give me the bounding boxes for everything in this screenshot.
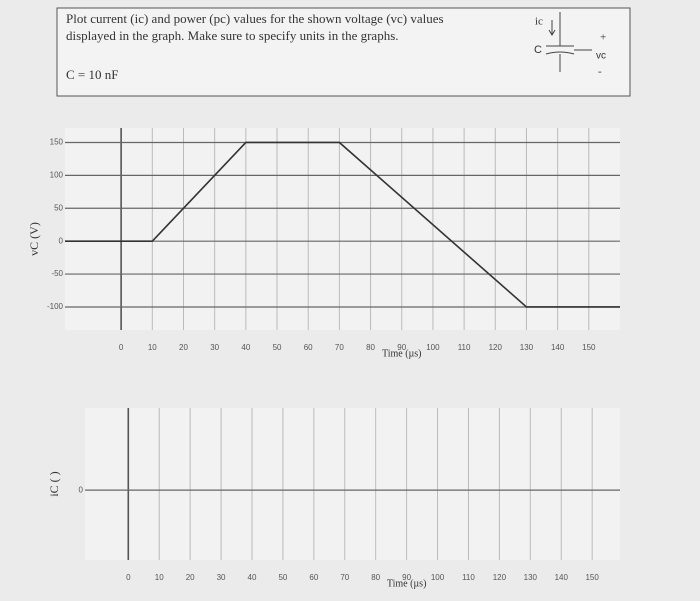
circuit-label: vc — [596, 51, 606, 62]
y-tick-label: 100 — [50, 170, 64, 179]
x-tick-label: 80 — [366, 343, 375, 352]
data-line — [65, 141, 620, 308]
x-tick-label: 20 — [186, 573, 195, 582]
x-tick-label: 130 — [524, 573, 538, 582]
circuit — [545, 12, 592, 72]
problem-box — [56, 7, 631, 97]
capacitance: C = 10 nF — [66, 67, 118, 82]
x-tick-label: 140 — [555, 573, 569, 582]
x-tick-label: 100 — [426, 343, 440, 352]
y-tick-label: 0 — [59, 236, 64, 245]
plate — [545, 51, 575, 55]
problem-line: Plot current (ic) and power (pc) values … — [66, 11, 444, 26]
x-tick-label: 150 — [582, 343, 596, 352]
x-tick-label: 30 — [217, 573, 226, 582]
x-tick-label: 100 — [431, 573, 445, 582]
x-tick-label: 130 — [520, 343, 534, 352]
x-tick-label: 90 — [397, 343, 406, 352]
x-tick-label: 120 — [489, 343, 503, 352]
circuit-label: + — [600, 32, 606, 44]
x-tick-label: 80 — [371, 573, 380, 582]
x-tick-label: 0 — [119, 343, 124, 352]
x-tick-label: 60 — [309, 573, 318, 582]
y-tick-label: -50 — [51, 269, 63, 278]
x-tick-label: 10 — [148, 343, 157, 352]
x-tick-label: 110 — [462, 573, 475, 582]
x-tick-label: 50 — [273, 343, 282, 352]
x-tick-label: 10 — [155, 573, 164, 582]
x-axis-label: Time (µs) — [382, 348, 422, 359]
x-tick-label: 90 — [402, 573, 411, 582]
plot-area — [65, 128, 620, 330]
y-tick-label: -100 — [47, 302, 64, 311]
x-tick-label: 120 — [493, 573, 507, 582]
arrow-head — [548, 29, 556, 36]
x-tick-label: 70 — [340, 573, 349, 582]
y-tick-label: 50 — [54, 203, 63, 212]
x-tick-label: 40 — [241, 343, 250, 352]
x-tick-label: 150 — [585, 573, 599, 582]
y-axis-label: vC (V) — [27, 222, 41, 256]
y-tick-label: 150 — [50, 138, 64, 147]
y-axis-label: iC ( ) — [47, 471, 61, 496]
x-tick-label: 40 — [248, 573, 257, 582]
x-tick-label: 20 — [179, 343, 188, 352]
x-tick-label: 60 — [304, 343, 313, 352]
problem-line: displayed in the graph. Make sure to spe… — [66, 28, 399, 43]
circuit-label: C — [534, 44, 542, 56]
x-tick-label: 140 — [551, 343, 565, 352]
x-tick-label: 50 — [278, 573, 287, 582]
circuit-label: - — [598, 66, 602, 78]
circuit-label: ic — [535, 16, 543, 28]
x-tick-label: 70 — [335, 343, 344, 352]
y-tick-label: 0 — [79, 485, 84, 494]
x-axis-label: Time (µs) — [387, 578, 427, 589]
x-tick-label: 30 — [210, 343, 219, 352]
x-tick-label: 110 — [458, 343, 471, 352]
x-tick-label: 0 — [126, 573, 131, 582]
plot-area — [85, 408, 620, 560]
